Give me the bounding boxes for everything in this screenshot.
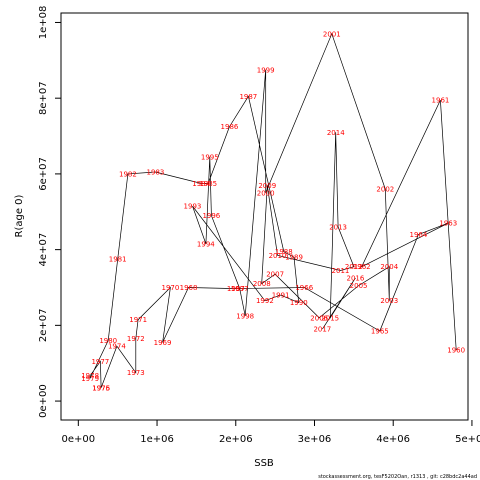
x-tick-label: 3e+06 <box>298 434 332 445</box>
point-label: 1980 <box>99 337 117 345</box>
point-label: 1994 <box>197 240 215 248</box>
point-label: 1990 <box>290 299 308 307</box>
point-label: 1978 <box>81 372 99 380</box>
point-label: 2007 <box>266 271 284 279</box>
x-tick-label: 1e+06 <box>140 434 174 445</box>
point-label: 2017 <box>313 326 331 334</box>
y-tick-label: 2e+07 <box>38 309 49 343</box>
point-label: 1984 <box>192 180 210 188</box>
point-label: 1982 <box>119 170 137 178</box>
point-label: 1972 <box>127 335 145 343</box>
point-label: 1993 <box>184 203 202 211</box>
point-label: 1989 <box>285 254 303 262</box>
footnote: stockassessment.org, tesF5202Oan, r1313 … <box>318 474 477 480</box>
point-label: 1971 <box>129 316 147 324</box>
point-label: 2012 <box>345 263 363 271</box>
point-label: 1986 <box>221 123 239 131</box>
point-label: 2011 <box>332 267 350 275</box>
x-tick-label: 5e+06 <box>455 434 480 445</box>
point-label: 2013 <box>329 223 347 231</box>
x-tick-label: 2e+06 <box>219 434 253 445</box>
point-label: 1973 <box>127 369 145 377</box>
point-label: 1995 <box>201 153 219 161</box>
point-label: 2008 <box>253 280 271 288</box>
point-label: 1981 <box>109 256 127 264</box>
point-label: 2014 <box>327 129 345 137</box>
point-label: 2000 <box>257 189 275 197</box>
point-label: 1962 <box>353 263 371 271</box>
point-label: 1976 <box>92 384 110 392</box>
point-label: 1998 <box>236 312 254 320</box>
point-label: 1967 <box>227 285 245 293</box>
point-label: 2015 <box>321 314 339 322</box>
y-tick-label: 6e+07 <box>38 157 49 191</box>
point-label: 1969 <box>154 339 172 347</box>
point-label: 1960 <box>447 346 465 354</box>
point-label: 1974 <box>108 343 126 351</box>
y-tick-label: 0e+00 <box>38 384 49 418</box>
point-label: 1965 <box>371 328 389 336</box>
point-label: 2001 <box>323 30 341 38</box>
point-label: 1991 <box>272 292 290 300</box>
point-label: 1988 <box>275 248 293 256</box>
point-label: 2009 <box>258 182 276 190</box>
point-label: 2002 <box>376 186 394 194</box>
y-tick-label: 8e+07 <box>38 81 49 115</box>
point-label: 1999 <box>257 66 275 74</box>
point-label: 2004 <box>380 263 398 271</box>
plot-frame <box>60 12 469 421</box>
point-label: 2005 <box>350 282 368 290</box>
point-label: 1970 <box>162 284 180 292</box>
point-label: 2003 <box>380 297 398 305</box>
point-label: 1968 <box>180 284 198 292</box>
series-line <box>89 32 457 388</box>
point-label: 1964 <box>409 231 427 239</box>
point-label: 1979 <box>81 375 99 383</box>
point-label: 1977 <box>91 358 109 366</box>
point-label: 1992 <box>256 297 274 305</box>
point-label: 2016 <box>347 275 365 283</box>
point-label: 2006 <box>310 314 328 322</box>
x-axis-title: SSB <box>254 458 274 469</box>
y-tick-label: 4e+07 <box>38 233 49 267</box>
point-labels: 1960 1961 1962 1963 1964 1965 1966 1967 1968 1969… <box>81 30 465 392</box>
point-label: 1961 <box>432 97 450 105</box>
point-label: 1983 <box>147 169 165 177</box>
y-axis-title: R(age 0) <box>14 194 25 237</box>
x-tick-label: 0e+00 <box>62 434 96 445</box>
point-label: 1985 <box>199 180 217 188</box>
point-label: 1996 <box>202 212 220 220</box>
point-label: 2010 <box>269 252 287 260</box>
y-tick-label: 1e+08 <box>38 6 49 40</box>
point-label: 1975 <box>92 384 110 392</box>
x-axis: 0e+00 1e+06 2e+06 3e+06 4e+06 5e+06 <box>62 420 480 445</box>
point-label: 1997 <box>231 285 249 293</box>
point-label: 1966 <box>295 284 313 292</box>
x-tick-label: 4e+06 <box>376 434 410 445</box>
point-label: 1963 <box>439 220 457 228</box>
y-axis: 0e+00 2e+07 4e+07 6e+07 8e+07 1e+08 <box>38 6 61 418</box>
point-label: 1987 <box>239 93 257 101</box>
